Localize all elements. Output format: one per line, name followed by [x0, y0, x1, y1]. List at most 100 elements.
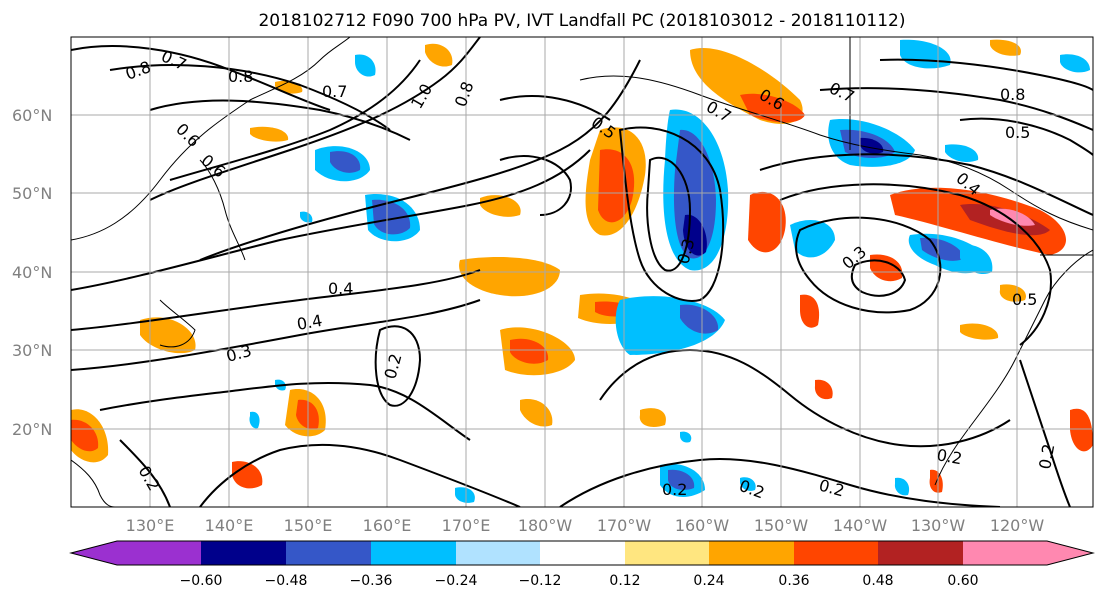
- contour-label: 0.4: [328, 279, 353, 298]
- map-panel: 0.8 0.7 0.8 0.7 0.6 0.6 1.0 0.8 0.5 0.7 …: [70, 36, 1094, 508]
- colorbar-swatch: [540, 541, 625, 565]
- negative-pv-patch: [668, 469, 695, 490]
- negative-pv-patch: [945, 144, 979, 163]
- colorbar-over-arrow: [1047, 541, 1093, 565]
- contour-label: 0.2: [935, 445, 963, 468]
- colorbar-swatch: [286, 541, 371, 565]
- contour-line: [819, 87, 1093, 131]
- positive-pv-patch: [639, 408, 666, 427]
- negative-pv-patch: [960, 244, 993, 275]
- positive-pv-patch: [250, 126, 289, 142]
- positive-pv-patch: [598, 149, 635, 223]
- colorbar-tick-label: 0.24: [693, 573, 724, 589]
- negative-pv-patch: [1060, 54, 1090, 73]
- lon-label-180w: 180°W: [518, 516, 573, 535]
- figure-title: 2018102712 F090 700 hPa PV, IVT Landfall…: [258, 11, 905, 31]
- contour-line: [779, 183, 1052, 346]
- lon-label-160e: 160°E: [363, 516, 412, 535]
- contour-line: [119, 439, 171, 507]
- kyushu-coastline: [159, 299, 196, 348]
- positive-pv-patch: [800, 294, 820, 328]
- graticule: [71, 37, 1093, 507]
- colorbar-swatch: [878, 541, 963, 565]
- contour-line: [599, 348, 1011, 448]
- colorbar-tick-label: −0.60: [180, 573, 223, 589]
- contour-line: [199, 59, 641, 261]
- negative-pv-patch: [330, 151, 361, 173]
- lat-label-30n: 30°N: [12, 341, 52, 360]
- positive-pv-patch: [459, 257, 560, 297]
- contour-line: [499, 155, 572, 216]
- contour-line: [879, 58, 1093, 91]
- contour-label: 0.2: [662, 480, 687, 499]
- ivt-contours: [71, 37, 1093, 507]
- positive-pv-patch: [1070, 408, 1093, 452]
- contour-label: 0.2: [1035, 442, 1058, 470]
- lon-label-130e: 130°E: [126, 516, 175, 535]
- lat-label-50n: 50°N: [12, 184, 52, 203]
- lon-label-170w: 170°W: [597, 516, 652, 535]
- negative-pv-patch: [372, 199, 411, 235]
- contour-line: [499, 95, 611, 121]
- colorbar-swatch: [201, 541, 286, 565]
- positive-pv-patch: [296, 399, 319, 430]
- negative-pv-patch: [740, 477, 756, 491]
- contour-line: [149, 37, 481, 201]
- contour-line: [795, 216, 942, 314]
- colorbar-tick-label: −0.36: [350, 573, 393, 589]
- contour-line: [959, 117, 1093, 156]
- colorbar-swatch: [794, 541, 878, 565]
- map-frame: [70, 36, 1094, 508]
- positive-pv-patch: [999, 284, 1026, 302]
- contour-line: [71, 45, 331, 111]
- negative-pv-patch: [860, 137, 884, 154]
- japan-coastline: [199, 159, 246, 261]
- colorbar-tick-label: −0.48: [265, 573, 308, 589]
- colorbar: −0.60 −0.48 −0.36 −0.24 −0.12 0.12 0.24 …: [69, 540, 1095, 589]
- contour-label: 0.5: [1012, 290, 1037, 309]
- contour-line: [71, 269, 481, 331]
- colorbar-outline: [69, 540, 1095, 566]
- negative-pv-patch: [300, 211, 313, 223]
- lat-label-60n: 60°N: [12, 106, 52, 125]
- contour-line: [646, 157, 692, 272]
- colorbar-tick-label: 0.60: [947, 573, 978, 589]
- negative-pv-patch: [680, 304, 719, 334]
- latitude-labels: 60°N 50°N 40°N 30°N 20°N: [12, 106, 52, 439]
- negative-pv-patch: [680, 431, 692, 443]
- philippines-coastline: [71, 459, 116, 507]
- colorbar-tick-label: −0.12: [519, 573, 562, 589]
- colorbar-tick-label: −0.24: [435, 573, 478, 589]
- positive-pv-patch: [425, 43, 453, 67]
- colorbar-swatch: [371, 541, 456, 565]
- negative-pv-patch: [355, 54, 376, 77]
- contour-label: 0.7: [322, 82, 347, 101]
- contour-line: [71, 149, 591, 291]
- longitude-labels: 130°E 140°E 150°E 160°E 170°E 180°W 170°…: [126, 516, 1045, 535]
- contour-label: 0.8: [1000, 85, 1025, 104]
- colorbar-swatch: [709, 541, 794, 565]
- lon-label-130w: 130°W: [911, 516, 966, 535]
- contour-line: [71, 299, 481, 371]
- colorbar-under-arrow: [71, 541, 117, 565]
- colorbar-swatch: [625, 541, 709, 565]
- lat-label-20n: 20°N: [12, 420, 52, 439]
- negative-pv-patch: [894, 477, 910, 496]
- negative-pv-patch: [455, 487, 475, 503]
- positive-pv-patch: [814, 379, 833, 400]
- contour-line: [199, 443, 521, 507]
- lat-label-40n: 40°N: [12, 263, 52, 282]
- positive-pv-patch: [71, 419, 99, 452]
- positive-pv-patch: [140, 317, 196, 354]
- contour-line: [759, 153, 1093, 216]
- positive-pv-patch: [990, 39, 1021, 56]
- asia-coastline: [71, 37, 351, 241]
- lon-label-140w: 140°W: [833, 516, 888, 535]
- coastlines: [71, 37, 1093, 507]
- positive-pv-patch: [520, 399, 553, 427]
- contour-label: 0.8: [228, 67, 253, 86]
- lon-label-170e: 170°E: [442, 516, 491, 535]
- lon-label-120w: 120°W: [990, 516, 1045, 535]
- contour-line: [99, 381, 471, 441]
